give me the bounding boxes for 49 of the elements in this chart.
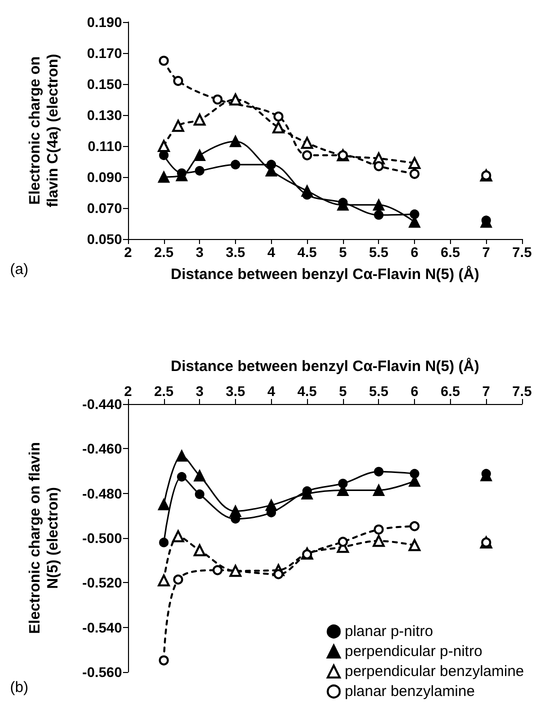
y-tick-label: -0.440 [82, 396, 122, 412]
text: (b) [10, 679, 28, 696]
y-tick-label: 0.150 [86, 76, 122, 92]
x-tick-label: 4 [267, 244, 276, 260]
legend-label: perpendicular benzylamine [344, 663, 524, 680]
x-tick-label: 3 [196, 383, 204, 399]
x-tick-label: 2 [124, 383, 132, 399]
x-tick-label: 2.5 [154, 383, 174, 399]
x-tick-label: 3 [196, 244, 204, 260]
legend-label: perpendicular p-nitro [344, 643, 482, 660]
x-tick-label: 7 [482, 383, 490, 399]
x-axis-title: Distance between benzyl Cα-Flavin N(5) (Å) [170, 265, 480, 283]
x-tick-label: 4.5 [297, 244, 318, 260]
y-axis-title: Electronic charge on flavin N(5) (electron) [26, 442, 62, 634]
x-tick-label: 5 [339, 244, 348, 260]
y-tick-label: 0.050 [86, 231, 122, 247]
x-tick-label: 4 [267, 383, 276, 399]
x-tick-label: 2.5 [154, 244, 174, 260]
legend-label: planar benzylamine [344, 683, 475, 700]
y-tick-label: 0.170 [86, 45, 122, 61]
y-tick-label: 0.070 [86, 200, 122, 216]
y-tick-label: -0.560 [82, 664, 122, 680]
x-tick-label: 6 [410, 383, 419, 399]
x-tick-label: 6.5 [440, 383, 460, 399]
x-axis-title: Distance between benzyl Cα-Flavin N(5) (Å) [170, 357, 480, 375]
x-tick-label: 7 [482, 244, 490, 260]
y-axis-title: Electronic charge on flavin C(4a) (electron) [26, 54, 62, 208]
legend-label: planar p-nitro [344, 623, 434, 640]
x-tick-label: 7.5 [512, 383, 532, 399]
y-tick-label: -0.520 [82, 574, 122, 591]
y-tick-label: -0.500 [82, 530, 122, 546]
x-tick-label: 3.5 [226, 244, 246, 260]
y-tick-label: 0.130 [86, 107, 122, 123]
x-tick-label: 6.5 [440, 244, 460, 260]
x-tick-label: 5.5 [368, 244, 389, 260]
y-tick-label: -0.480 [82, 485, 122, 502]
x-tick-label: 4.5 [297, 383, 318, 399]
y-tick-label: -0.460 [82, 440, 122, 457]
text: (a) [10, 261, 28, 278]
y-tick-label: 0.110 [88, 138, 122, 154]
y-tick-label: 0.090 [86, 169, 122, 185]
x-tick-label: 5 [339, 383, 348, 399]
x-tick-label: 6 [410, 244, 419, 260]
y-tick-label: 0.190 [86, 14, 122, 30]
x-tick-label: 7.5 [512, 244, 532, 260]
y-tick-label: -0.540 [82, 619, 122, 636]
x-tick-label: 3.5 [226, 383, 246, 399]
x-tick-label: 5.5 [368, 383, 389, 399]
x-tick-label: 2 [124, 244, 132, 260]
